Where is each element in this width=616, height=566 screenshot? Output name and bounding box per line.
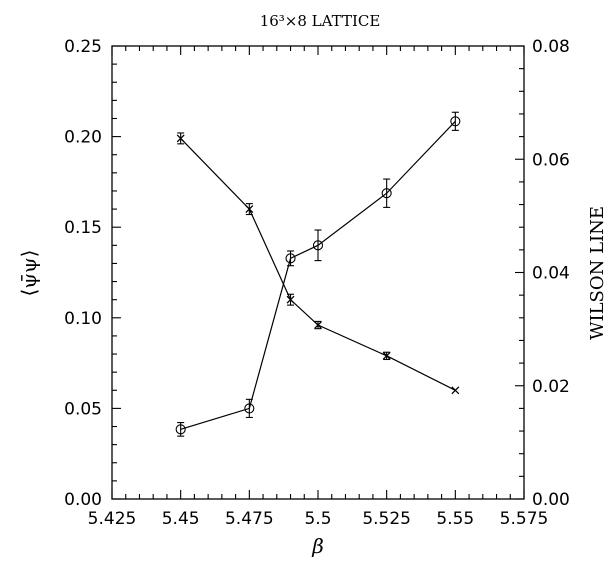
y-left-tick-label: 0.05: [64, 399, 102, 419]
series-layer: [175, 111, 461, 437]
data-point-circle: [312, 240, 324, 251]
data-point-circle: [285, 253, 296, 264]
series-circle-markers: [175, 111, 461, 437]
y-left-tick-label: 0.00: [64, 490, 102, 510]
data-point-circle: [244, 403, 255, 414]
x-tick-label: 5.5: [304, 509, 331, 529]
y-right-tick-label: 0.00: [532, 490, 570, 510]
series-line: [180, 120, 456, 430]
data-point-circle: [381, 188, 392, 199]
data-point-x: [382, 351, 391, 360]
y-axis-left-label: ⟨ψ̄ψ⟩: [17, 250, 41, 297]
x-axis-label: β: [311, 534, 324, 558]
series-line: [180, 137, 456, 391]
data-point-x: [314, 321, 322, 330]
x-tick-label: 5.575: [500, 509, 549, 529]
plot-frame: [111, 45, 525, 500]
y-left-tick-label: 0.10: [64, 309, 102, 329]
y-right-tick-label: 0.06: [532, 150, 570, 170]
y-left-tick-label: 0.15: [64, 218, 102, 238]
data-point-circle: [175, 424, 186, 435]
y-right-tick-label: 0.08: [532, 37, 570, 57]
x-tick-label: 5.425: [88, 509, 137, 529]
data-point-x: [286, 295, 295, 304]
x-tick-label: 5.45: [162, 509, 200, 529]
axis-tick-labels: 5.425 5.45 5.475 5.5 5.525 5.55 5.5750.000.050…: [64, 37, 570, 529]
x-tick-label: 5.475: [225, 509, 274, 529]
chart-title: 16³×8 LATTICE: [260, 12, 381, 30]
data-point-x: [245, 205, 254, 214]
y-left-tick-label: 0.20: [64, 128, 102, 148]
axis-ticks: [111, 45, 525, 500]
y-right-tick-label: 0.02: [532, 377, 570, 397]
series-x-markers: [176, 132, 460, 395]
x-tick-label: 5.525: [362, 509, 411, 529]
data-point-x: [176, 134, 185, 143]
y-axis-right-label: WILSON LINE: [587, 206, 608, 340]
x-tick-label: 5.55: [436, 509, 474, 529]
y-left-tick-label: 0.25: [64, 37, 102, 57]
y-right-tick-label: 0.04: [532, 264, 570, 284]
data-point-circle: [450, 116, 461, 127]
data-point-x: [451, 386, 460, 395]
